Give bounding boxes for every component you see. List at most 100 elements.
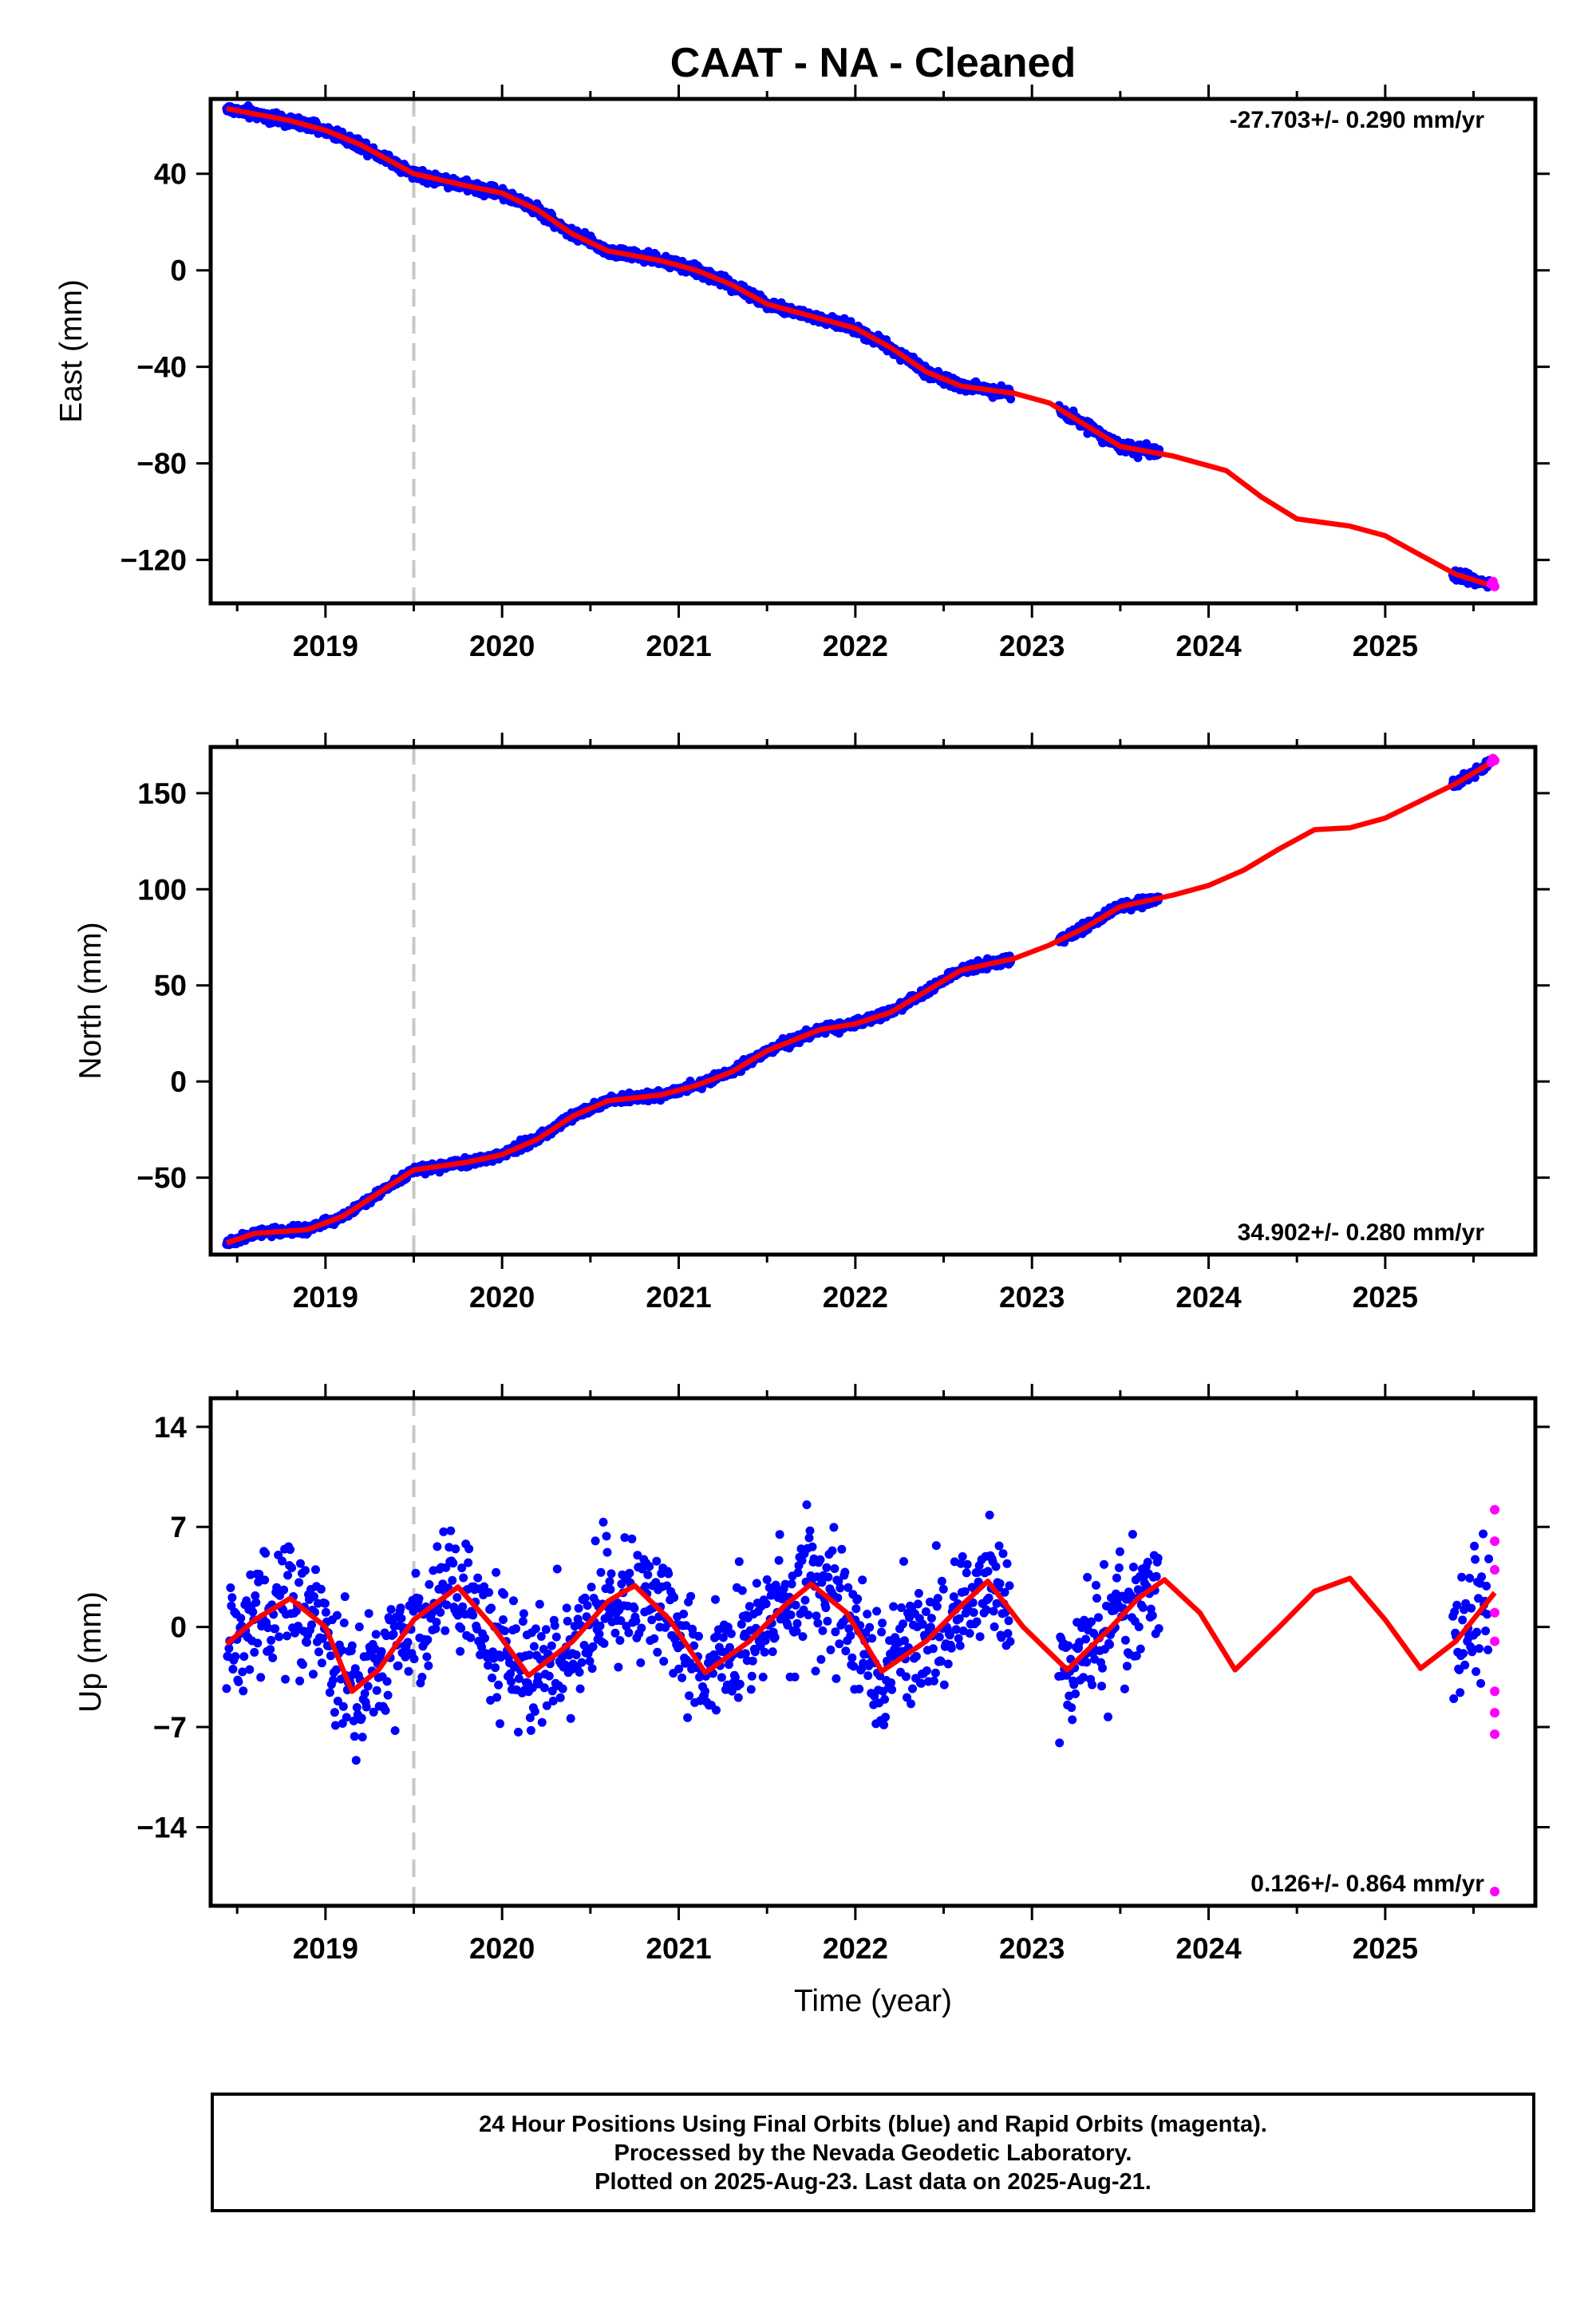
data-point xyxy=(900,1636,909,1646)
data-point xyxy=(459,1573,468,1583)
data-point xyxy=(294,1578,304,1587)
velocity-rate-label: 34.902+/- 0.280 mm/yr xyxy=(1238,1219,1485,1246)
data-point xyxy=(583,1601,592,1611)
x-tick-label: 2022 xyxy=(823,630,888,662)
data-point xyxy=(624,1628,634,1638)
data-point xyxy=(560,1660,570,1670)
data-point xyxy=(1449,1694,1459,1703)
data-point xyxy=(1092,1580,1100,1590)
figure-title: CAAT - NA - Cleaned xyxy=(670,40,1076,86)
data-point xyxy=(934,1632,944,1642)
velocity-rate-label: -27.703+/- 0.290 mm/yr xyxy=(1230,107,1485,133)
data-point xyxy=(431,1624,440,1634)
rapid-orbit-point xyxy=(1490,1536,1500,1547)
data-point xyxy=(758,1672,768,1682)
data-point xyxy=(670,1593,679,1603)
data-point xyxy=(417,1673,427,1682)
data-point xyxy=(473,1573,483,1583)
data-point xyxy=(863,1610,872,1618)
data-point xyxy=(519,1609,528,1618)
data-point xyxy=(932,1602,942,1611)
data-point xyxy=(930,1668,940,1678)
x-tick-label: 2022 xyxy=(823,1281,888,1314)
data-point xyxy=(347,1641,357,1650)
data-point xyxy=(606,1585,615,1595)
y-tick-label: −40 xyxy=(136,351,187,384)
data-point xyxy=(260,1575,270,1585)
data-point xyxy=(542,1701,551,1710)
data-point xyxy=(822,1563,832,1572)
data-point xyxy=(253,1638,263,1648)
data-point xyxy=(918,1619,927,1629)
data-point xyxy=(1483,1645,1493,1654)
data-point xyxy=(1000,1587,1009,1597)
data-point xyxy=(539,1683,549,1693)
footer-line-2: Processed by the Nevada Geodetic Laborat… xyxy=(614,2140,1132,2166)
data-point xyxy=(550,1621,559,1630)
data-point xyxy=(1128,1530,1137,1539)
data-point xyxy=(725,1642,734,1652)
data-point xyxy=(686,1591,696,1601)
data-point xyxy=(1460,1660,1470,1670)
y-tick-label: 150 xyxy=(137,777,187,810)
data-point xyxy=(349,1716,358,1725)
data-point xyxy=(296,1559,305,1568)
data-point xyxy=(678,1673,687,1682)
data-point xyxy=(741,1649,750,1658)
data-point xyxy=(797,1555,807,1565)
data-point xyxy=(598,1517,608,1527)
data-point xyxy=(1071,1689,1080,1698)
data-point xyxy=(314,1647,323,1657)
footer-line-3: Plotted on 2025-Aug-23. Last data on 202… xyxy=(595,2169,1152,2195)
x-tick-label: 2024 xyxy=(1175,630,1242,662)
data-point xyxy=(786,1611,796,1619)
data-point xyxy=(881,1713,891,1722)
data-point xyxy=(824,1572,833,1582)
data-point xyxy=(737,1586,747,1595)
data-point xyxy=(424,1661,433,1670)
data-point xyxy=(275,1632,284,1642)
data-point xyxy=(518,1617,527,1626)
x-tick-label: 2020 xyxy=(469,630,535,662)
data-point xyxy=(318,1634,327,1643)
data-point xyxy=(1483,1610,1492,1619)
data-point xyxy=(946,1643,956,1653)
data-point xyxy=(271,1624,280,1634)
final-orbit-points xyxy=(222,1500,1494,1765)
y-tick-label: 0 xyxy=(170,255,187,287)
data-point xyxy=(954,1634,963,1643)
data-point xyxy=(730,1673,740,1682)
data-point xyxy=(1132,1651,1141,1661)
data-point xyxy=(712,1705,721,1715)
data-point xyxy=(326,1651,335,1661)
data-point xyxy=(1006,394,1016,404)
data-point xyxy=(992,1599,1001,1608)
data-point xyxy=(792,1626,801,1636)
data-point xyxy=(645,1562,654,1571)
data-point xyxy=(547,1641,556,1650)
data-point xyxy=(386,1605,396,1614)
data-point xyxy=(439,1527,448,1536)
data-point xyxy=(591,1536,600,1546)
data-point xyxy=(774,1555,784,1565)
data-point xyxy=(585,1657,595,1666)
data-point xyxy=(847,1653,857,1662)
data-point xyxy=(363,1682,373,1691)
x-tick-label: 2019 xyxy=(293,1281,358,1314)
y-axis-label: Up (mm) xyxy=(73,1591,108,1713)
data-point xyxy=(361,1702,371,1712)
data-point xyxy=(332,1611,342,1620)
data-point xyxy=(369,1707,378,1717)
x-tick-label: 2019 xyxy=(293,630,358,662)
data-point xyxy=(295,1676,305,1686)
data-point xyxy=(647,1615,657,1625)
x-tick-label: 2024 xyxy=(1175,1281,1242,1314)
data-point xyxy=(802,1500,812,1509)
data-point xyxy=(389,1630,398,1639)
data-point xyxy=(843,1583,853,1592)
data-point xyxy=(792,1618,802,1628)
data-point xyxy=(499,1615,508,1624)
data-point xyxy=(724,1660,733,1670)
rapid-orbit-point xyxy=(1490,1564,1500,1575)
data-point xyxy=(506,1669,515,1678)
